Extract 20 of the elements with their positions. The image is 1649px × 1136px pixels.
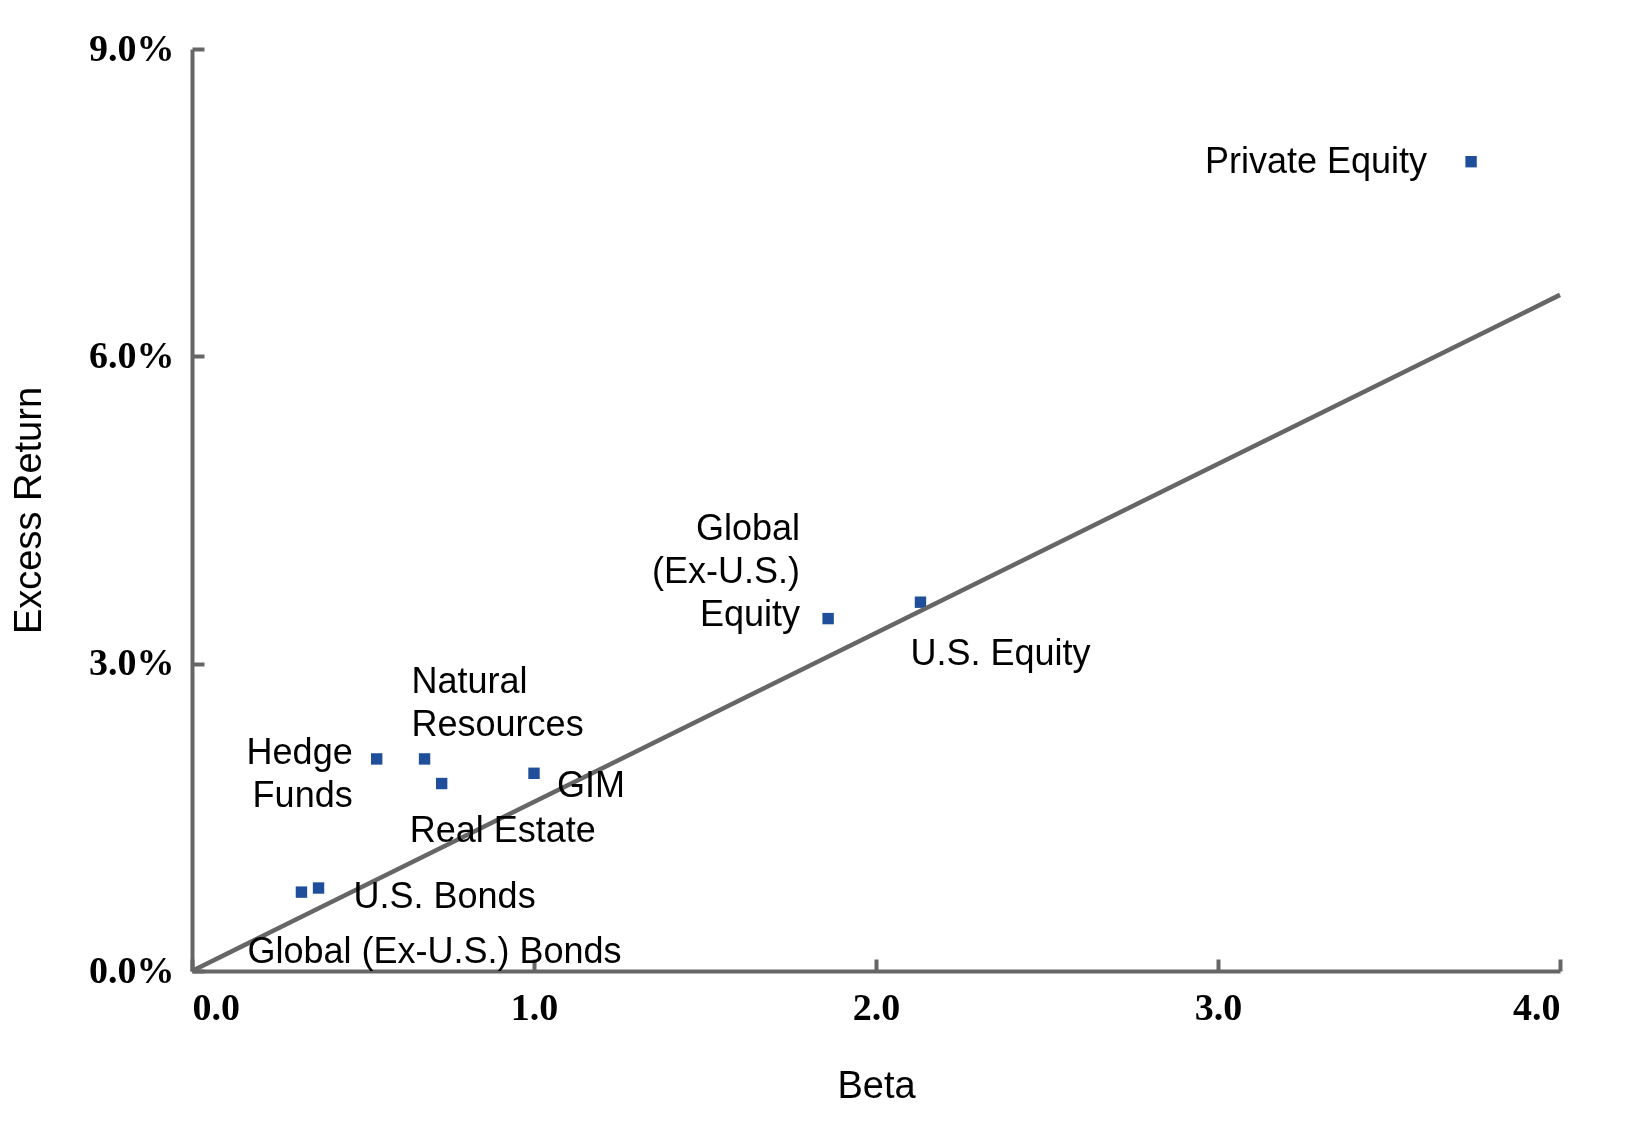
x-tick-label: 4.0 xyxy=(1513,985,1561,1028)
annotation: U.S. Equity xyxy=(910,632,1091,674)
annotation: Hedge Funds xyxy=(246,730,353,815)
x-tick-label: 3.0 xyxy=(1194,985,1243,1028)
y-tick-label: 6.0% xyxy=(89,333,175,376)
y-axis-title: Excess Return xyxy=(7,386,49,635)
x-tick-label: 1.0 xyxy=(510,985,559,1028)
x-axis-title: Beta xyxy=(837,1063,917,1106)
annotation: U.S. Bonds xyxy=(353,875,536,917)
annotation: Private Equity xyxy=(1204,139,1428,181)
y-tick-label: 3.0% xyxy=(89,641,175,684)
y-tick-label: 0.0% xyxy=(89,948,175,991)
x-tick-label: 2.0 xyxy=(852,985,901,1028)
x-tick-label: 0.0 xyxy=(192,985,240,1028)
annotation: Real Estate xyxy=(409,808,596,850)
annotation: Natural Resources xyxy=(411,659,584,744)
annotation: Global (Ex-U.S.) Equity xyxy=(652,506,801,634)
y-tick-label: 9.0% xyxy=(89,26,175,69)
annotation: Global (Ex-U.S.) Bonds xyxy=(247,930,622,972)
annotation: GIM xyxy=(557,764,625,806)
